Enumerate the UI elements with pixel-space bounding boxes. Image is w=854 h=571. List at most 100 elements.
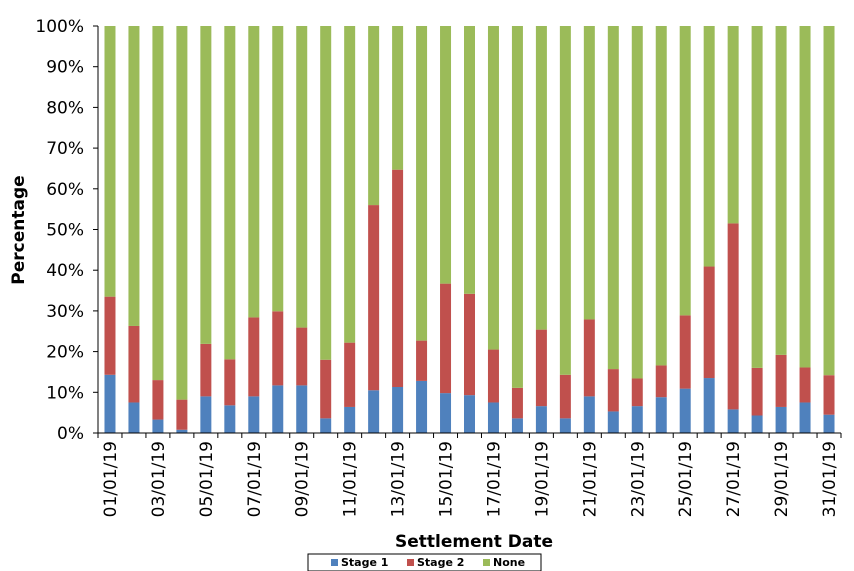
x-tick-label: 25/01/19 bbox=[676, 441, 696, 517]
x-tick-label: 03/01/19 bbox=[149, 441, 169, 517]
bar-stage-2 bbox=[224, 359, 236, 406]
bar-stage-2 bbox=[583, 319, 595, 397]
legend-box bbox=[307, 553, 542, 571]
bar-stage-1 bbox=[607, 411, 619, 433]
bar-stage-2 bbox=[727, 223, 739, 410]
bar-stage-1 bbox=[320, 418, 332, 433]
bar-stage-2 bbox=[104, 296, 116, 375]
x-axis-title: Settlement Date bbox=[395, 532, 553, 552]
y-tick-label: 50% bbox=[46, 221, 84, 241]
bar-none bbox=[703, 26, 715, 267]
legend-swatch-stage-1 bbox=[331, 559, 338, 566]
bar-stage-2 bbox=[368, 205, 380, 391]
bar-none bbox=[320, 26, 332, 360]
bar-none bbox=[176, 26, 188, 400]
bar-stage-1 bbox=[464, 395, 475, 433]
y-tick-label: 40% bbox=[46, 261, 84, 281]
x-tick-label: 29/01/19 bbox=[772, 441, 792, 517]
axes bbox=[97, 26, 841, 434]
bar-none bbox=[487, 26, 499, 350]
bar-stage-1 bbox=[703, 378, 715, 433]
bar-stage-1 bbox=[440, 393, 452, 433]
x-tick-label: 21/01/19 bbox=[580, 441, 600, 517]
bar-none bbox=[392, 26, 404, 170]
bar-none bbox=[631, 26, 643, 379]
bar-none bbox=[368, 26, 380, 206]
legend: Stage 1 Stage 2 None bbox=[307, 553, 542, 571]
bar-stage-1 bbox=[631, 406, 643, 433]
bar-stage-1 bbox=[655, 397, 667, 433]
bar-stage-1 bbox=[200, 396, 212, 433]
bar-stage-1 bbox=[511, 418, 523, 433]
bar-stage-2 bbox=[152, 380, 164, 420]
bar-stage-2 bbox=[440, 283, 452, 394]
bar-none bbox=[440, 26, 452, 284]
bar-stage-2 bbox=[511, 387, 523, 419]
bar-stage-2 bbox=[535, 329, 547, 407]
legend-label-none: None bbox=[493, 556, 525, 569]
legend-swatch-none bbox=[483, 559, 490, 566]
bar-stage-1 bbox=[128, 402, 140, 433]
bar-none bbox=[559, 26, 571, 375]
x-tick-label: 09/01/19 bbox=[293, 441, 313, 517]
bar-none bbox=[104, 26, 116, 297]
bar-stage-2 bbox=[631, 378, 643, 407]
x-tick-label: 11/01/19 bbox=[341, 441, 361, 517]
x-tick-label: 17/01/19 bbox=[484, 441, 504, 517]
bar-none bbox=[535, 26, 547, 330]
bar-none bbox=[607, 26, 619, 370]
bar-none bbox=[128, 26, 140, 326]
bar-stage-1 bbox=[775, 406, 787, 433]
x-tick-label: 01/01/19 bbox=[101, 441, 121, 517]
bar-stage-2 bbox=[416, 340, 428, 381]
bar-none bbox=[248, 26, 260, 318]
bar-stage-2 bbox=[176, 399, 188, 430]
y-tick-label: 70% bbox=[46, 139, 84, 159]
bar-none bbox=[775, 26, 787, 355]
bar-stage-2 bbox=[464, 293, 475, 396]
bar-none bbox=[272, 26, 284, 312]
bar-stage-1 bbox=[248, 396, 260, 433]
bar-stage-1 bbox=[559, 418, 571, 433]
bar-none bbox=[416, 26, 428, 341]
x-tick-label: 05/01/19 bbox=[197, 441, 217, 517]
bar-stage-2 bbox=[655, 365, 667, 398]
y-axis-ticks: 0% 10% 20% 30% 40% 50% 60% 70% 80% 90% 100% bbox=[35, 17, 98, 444]
bar-stage-2 bbox=[392, 169, 404, 388]
y-tick-label: 80% bbox=[46, 98, 84, 118]
bar-none bbox=[296, 26, 308, 328]
legend-label-stage-1: Stage 1 bbox=[341, 556, 388, 569]
x-tick-label: 31/01/19 bbox=[820, 441, 840, 517]
bar-stage-1 bbox=[152, 419, 164, 433]
bar-none bbox=[200, 26, 212, 344]
x-tick-label: 07/01/19 bbox=[245, 441, 265, 517]
bar-stage-1 bbox=[799, 402, 811, 433]
bar-stage-1 bbox=[583, 396, 595, 433]
bar-stage-2 bbox=[296, 327, 308, 386]
bar-stage-1 bbox=[751, 415, 763, 433]
bar-none bbox=[679, 26, 691, 316]
bar-stage-1 bbox=[727, 409, 739, 433]
y-tick-label: 20% bbox=[46, 343, 84, 363]
bar-none bbox=[583, 26, 595, 320]
bar-stage-2 bbox=[703, 266, 715, 379]
bar-stage-2 bbox=[679, 315, 691, 389]
bars bbox=[104, 26, 835, 433]
bar-stage-2 bbox=[320, 359, 332, 419]
bar-none bbox=[823, 26, 835, 376]
bar-stage-2 bbox=[128, 325, 140, 403]
y-tick-label: 10% bbox=[46, 383, 84, 403]
y-tick-label: 100% bbox=[35, 17, 84, 37]
legend-label-stage-2: Stage 2 bbox=[417, 556, 464, 569]
x-tick-label: 27/01/19 bbox=[724, 441, 744, 517]
bar-stage-1 bbox=[344, 406, 356, 433]
bar-none bbox=[511, 26, 523, 388]
bar-stage-1 bbox=[535, 406, 547, 433]
x-tick-label: 19/01/19 bbox=[532, 441, 552, 517]
y-axis-title: Percentage bbox=[9, 175, 29, 284]
x-tick-label: 23/01/19 bbox=[628, 441, 648, 517]
y-tick-label: 30% bbox=[46, 302, 84, 322]
bar-stage-2 bbox=[248, 317, 260, 397]
bar-stage-2 bbox=[823, 375, 835, 415]
